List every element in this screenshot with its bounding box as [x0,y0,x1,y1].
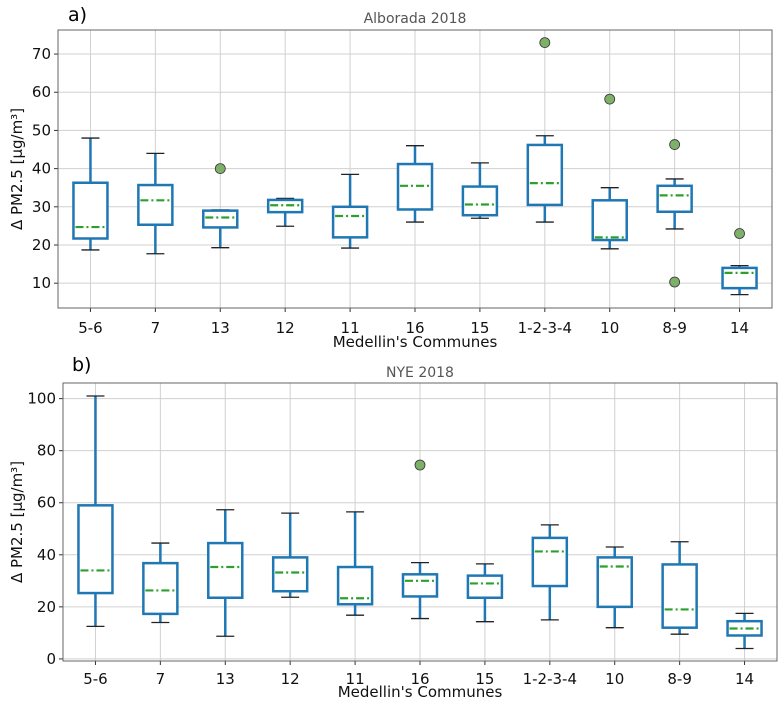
plot-frame [62,382,778,662]
iqr-box [72,181,109,240]
iqr-box [137,183,174,227]
x-tick-label: 7 [156,670,166,688]
y-tick-label: 30 [32,198,51,216]
y-axis-label-a: Δ PM2.5 [μg/m³] [8,108,26,230]
outlier-point [414,459,426,471]
box-13 [207,509,244,637]
y-tick-label: 100 [27,390,56,408]
box-11 [336,511,374,616]
x-tick-label: 8-9 [662,319,687,337]
x-tick-label: 16 [405,319,424,337]
x-tick-label: 12 [276,319,295,337]
iqr-box [266,198,304,214]
x-tick-label: 14 [730,319,749,337]
iqr-box [656,184,693,214]
outlier-point [214,163,226,175]
box-5-6 [72,137,109,251]
x-tick-label: 13 [211,319,230,337]
y-tick-label: 10 [32,274,51,292]
iqr-box [466,574,504,599]
y-axis-label-b: Δ PM2.5 [μg/m³] [8,461,26,583]
panel-label-b: b) [72,354,91,376]
box-13 [202,163,239,249]
box-15 [466,563,504,623]
outlier-point [669,276,681,288]
outlier-point [669,139,681,150]
chart-nye-2018: b) NYE 2018 Medellin's Communes Δ PM2.5 … [8,354,778,701]
x-tick-label: 15 [475,670,494,688]
outlier-point [734,228,745,239]
x-tick-label: 11 [346,670,365,688]
box-16 [401,459,439,620]
panel-label-a: a) [68,4,87,26]
iqr-box [142,561,179,616]
box-12 [271,512,309,598]
x-tick-label: 13 [216,670,235,688]
x-tick-label: 5-6 [83,670,108,688]
x-tick-label: 16 [410,670,429,688]
x-tick-label: 14 [735,670,754,688]
box-16 [396,145,434,223]
iqr-box [336,565,374,606]
iqr-box [596,556,633,609]
chart-title-a: Alborada 2018 [364,11,467,27]
box-5-6 [77,395,114,628]
iqr-box [271,556,309,593]
iqr-box [661,563,698,629]
iqr-box [591,199,628,242]
x-axis-label-b: Medellin's Communes [338,683,503,701]
x-tick-label: 15 [470,319,489,337]
box-1-2-3-4 [526,37,564,223]
iqr-box [77,504,114,595]
box-8-9 [661,541,698,635]
iqr-box [526,143,564,207]
y-tick-label: 80 [37,442,56,460]
box-11 [331,173,369,249]
y-tick-label: 60 [32,83,51,101]
x-axis-label-a: Medellin's Communes [333,333,498,351]
iqr-box [721,266,758,290]
iqr-box [331,205,369,239]
box-10 [591,93,628,250]
chart-alborada-2018: a) Alborada 2018 Medellin's Communes Δ P… [8,4,773,351]
x-tick-label: 10 [605,670,624,688]
x-tick-label: 12 [281,670,300,688]
x-tick-label: 8-9 [667,670,692,688]
x-tick-label: 11 [341,319,360,337]
x-tick-label: 7 [151,319,161,337]
chart-title-b: NYE 2018 [386,365,454,381]
x-tick-label: 1-2-3-4 [523,670,577,688]
y-tick-label: 70 [32,45,51,63]
iqr-box [207,541,244,599]
box-7 [142,542,179,624]
y-tick-label: 0 [46,650,56,668]
x-tick-label: 1-2-3-4 [518,319,572,337]
box-1-2-3-4 [531,524,569,621]
box-14 [721,228,758,296]
plot-frame [57,29,773,309]
iqr-box [726,619,763,637]
box-12 [266,197,304,227]
iqr-box [202,209,239,229]
y-tick-label: 60 [37,494,56,512]
iqr-box [461,185,499,217]
x-tick-label: 10 [600,319,619,337]
y-tick-label: 20 [32,236,51,254]
x-tick-label: 5-6 [78,319,103,337]
box-7 [137,152,174,255]
outlier-point [604,93,616,105]
outlier-point [539,37,551,49]
box-15 [461,162,499,219]
box-8-9 [656,139,693,288]
y-tick-label: 40 [32,160,51,178]
y-tick-label: 40 [37,546,56,564]
iqr-box [401,573,439,598]
box-14 [726,612,763,650]
iqr-box [531,536,569,588]
y-tick-label: 20 [37,598,56,616]
box-10 [596,546,633,629]
y-tick-label: 50 [32,121,51,139]
